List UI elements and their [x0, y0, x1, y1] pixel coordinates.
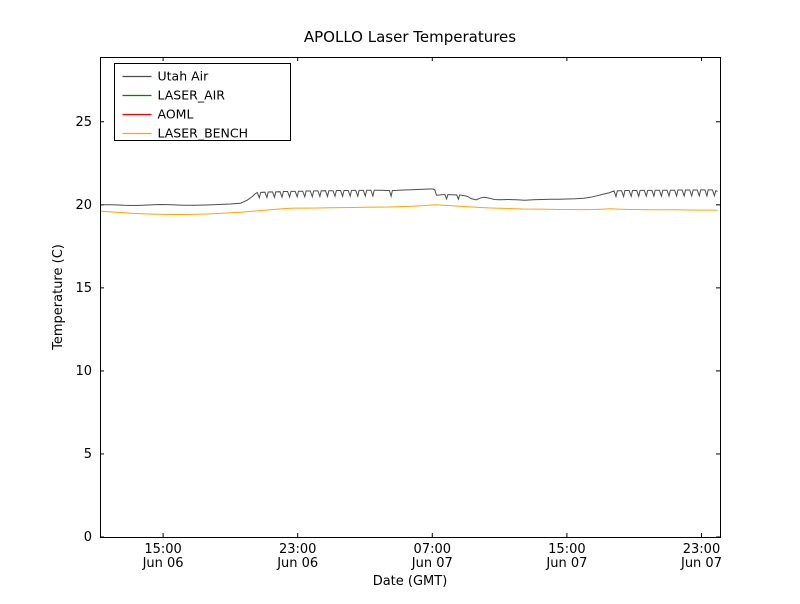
y-axis-label: Temperature (C)	[51, 244, 66, 351]
legend-label-utah-air: Utah Air	[158, 69, 210, 84]
series-line-laser-bench	[100, 204, 718, 215]
y-tick-label: 0	[84, 530, 92, 545]
x-tick-label-date: Jun 07	[545, 556, 587, 571]
x-tick-label-time: 23:00	[683, 542, 720, 557]
x-tick-label-time: 15:00	[144, 542, 181, 557]
x-axis-label: Date (GMT)	[373, 574, 448, 589]
x-tick-label-date: Jun 06	[142, 556, 184, 571]
legend-label-laser-air: LASER_AIR	[158, 88, 226, 103]
y-tick-label: 25	[75, 115, 92, 130]
y-tick-label: 15	[75, 281, 92, 296]
series-line-utah-air	[100, 188, 718, 207]
legend-layer: Utah Air LASER_AIR AOML LASER_BENCH	[114, 63, 291, 141]
y-tick-label: 10	[75, 364, 92, 379]
y-tick-label: 5	[84, 447, 92, 462]
legend-label-aoml: AOML	[158, 107, 194, 122]
x-tick-label-date: Jun 07	[411, 556, 453, 571]
x-tick-label-time: 15:00	[548, 542, 585, 557]
chart-title: APOLLO Laser Temperatures	[304, 28, 516, 46]
plot-frame	[100, 57, 721, 538]
legend-label-laser-bench: LASER_BENCH	[158, 126, 249, 141]
x-tick-label-time: 07:00	[414, 542, 451, 557]
x-tick-label-time: 23:00	[279, 542, 316, 557]
series-layer	[100, 188, 718, 215]
y-tick-label: 20	[75, 198, 92, 213]
x-tick-label-date: Jun 07	[680, 556, 722, 571]
x-tick-label-date: Jun 06	[276, 556, 318, 571]
